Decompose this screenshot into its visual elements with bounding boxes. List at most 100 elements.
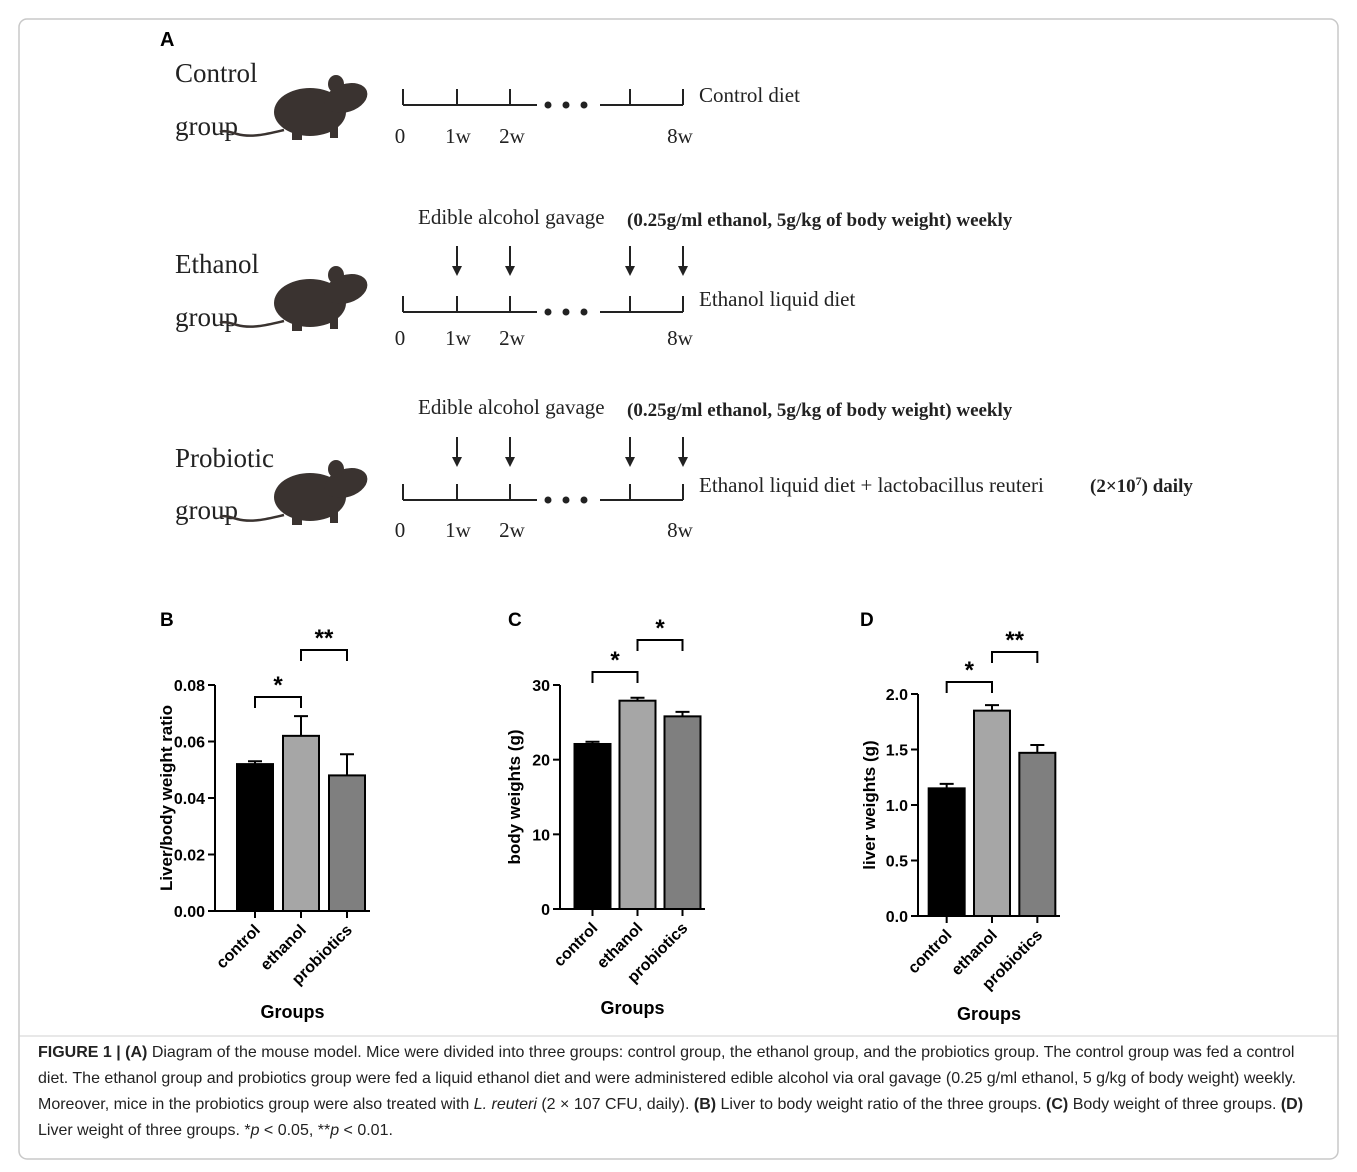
gavage-text: Edible alcohol gavage [418,205,605,229]
group-name: Control [175,58,258,88]
figure-frame [19,19,1338,1159]
y-tick-label: 0.00 [174,904,205,921]
bar [929,788,965,916]
caption-text: Body weight of three groups. [1068,1096,1281,1113]
ellipsis-dot [581,309,588,316]
y-tick-label: 0.5 [886,854,908,871]
y-tick-label: 10 [532,827,550,844]
x-axis-label: Groups [260,1002,324,1022]
x-axis-label: Groups [600,998,664,1018]
ellipsis-dot [563,309,570,316]
mouse-ear [328,75,344,93]
bar [1019,753,1055,916]
bar [620,701,656,909]
caption-text: Liver to body weight ratio of the three … [716,1096,1046,1113]
y-tick-label: 0.08 [174,678,205,695]
x-tick-label: control [551,920,601,970]
panel-label: B [160,610,174,631]
timeline-label: 2w [499,124,526,148]
y-axis-label: body weights (g) [505,729,524,864]
bar [665,716,701,909]
group-name: group [175,302,238,332]
significance-label: * [655,615,665,642]
mouse-leg [292,515,302,525]
caption-text: Liver weight of three groups. * [38,1122,251,1139]
bar [329,775,365,911]
gavage-arrowhead [505,266,515,276]
panel-label: C [508,610,522,631]
caption-text: (D) [1281,1096,1303,1113]
bar [283,736,319,911]
ellipsis-dot [581,497,588,504]
y-tick-label: 0.0 [886,909,908,926]
caption-text: (B) [694,1096,716,1113]
x-tick-label: control [905,927,955,977]
diet-text: Control diet [699,83,800,107]
caption-text: < 0.05, ** [259,1122,330,1139]
timeline-label: 8w [667,326,694,350]
gavage-arrowhead [452,457,462,467]
y-tick-label: 30 [532,678,550,695]
bar [974,711,1010,916]
y-tick-label: 20 [532,753,550,770]
group-name: group [175,495,238,525]
figure: AControlgroup01w2w8wControl dietEthanolg… [0,0,1357,1172]
gavage-text: Edible alcohol gavage [418,395,605,419]
mouse-leg [330,126,338,138]
gavage-arrowhead [505,457,515,467]
gavage-arrowhead [678,457,688,467]
diet-text: Ethanol liquid diet [699,287,855,311]
page: { "diagram": { "label": "A", "timeline_l… [0,0,1357,1172]
caption-text: (2 × 107 CFU, daily). [537,1096,694,1113]
caption-text: (C) [1046,1096,1068,1113]
ellipsis-dot [581,102,588,109]
gavage-arrowhead [625,457,635,467]
y-axis-label: liver weights (g) [860,740,879,869]
gavage-arrowhead [625,266,635,276]
mouse-leg [330,317,338,329]
timeline-label: 8w [667,124,694,148]
significance-label: ** [315,625,334,652]
gavage-arrowhead [678,266,688,276]
mouse-leg [292,321,302,331]
caption-text: < 0.01. [339,1122,393,1139]
caption-text: FIGURE 1 | (A) [38,1044,147,1061]
timeline-label: 1w [445,124,472,148]
dose-text: (0.25g/ml ethanol, 5g/kg of body weight)… [627,400,1013,421]
diet-extra-text: (2×10 [1090,476,1136,497]
group-name: Ethanol [175,249,259,279]
y-axis-label: Liver/body weight ratio [157,705,176,891]
bar [575,744,611,909]
diet-extra-tail: ) daily [1142,476,1194,497]
diet-text: Ethanol liquid diet + lactobacillus reut… [699,473,1044,497]
bar [237,764,273,911]
y-tick-label: 0.02 [174,848,205,865]
mouse-ear [328,266,344,284]
ellipsis-dot [545,102,552,109]
group-name: group [175,111,238,141]
y-tick-label: 1.0 [886,798,908,815]
mouse-leg [292,130,302,140]
error-bar [294,716,308,736]
significance-label: * [273,672,283,699]
significance-label: ** [1005,627,1024,654]
y-tick-label: 0.06 [174,735,205,752]
timeline-label: 8w [667,518,694,542]
timeline-label: 1w [445,326,472,350]
group-name: Probiotic [175,443,274,473]
timeline-label: 0 [395,326,406,350]
y-tick-label: 2.0 [886,687,908,704]
mouse-leg [330,511,338,523]
ellipsis-dot [563,497,570,504]
caption: FIGURE 1 | (A) Diagram of the mouse mode… [38,1040,1328,1144]
mouse-ear [328,460,344,478]
ellipsis-dot [545,497,552,504]
ellipsis-dot [545,309,552,316]
timeline-label: 0 [395,124,406,148]
gavage-arrowhead [452,266,462,276]
y-tick-label: 1.5 [886,743,908,760]
caption-text: L. reuteri [474,1096,537,1113]
y-tick-label: 0 [541,902,550,919]
timeline-label: 0 [395,518,406,542]
error-bar [1030,745,1044,753]
